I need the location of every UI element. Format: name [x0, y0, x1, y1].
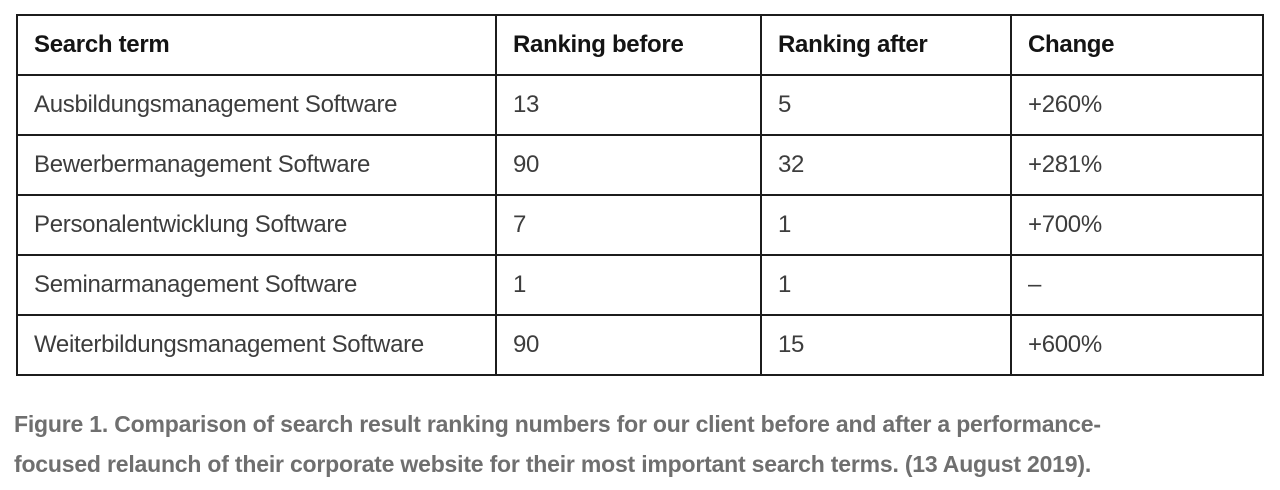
cell-ranking-after: 5: [760, 74, 1012, 136]
table-row: Bewerbermanagement Software 90 32 +281%: [16, 134, 1264, 196]
table-header-row: Search term Ranking before Ranking after…: [16, 14, 1264, 76]
col-header-change: Change: [1010, 14, 1264, 76]
cell-ranking-after: 1: [760, 194, 1012, 256]
figure-caption-line-2: focused relaunch of their corporate webs…: [14, 451, 1092, 477]
cell-change: +600%: [1010, 314, 1264, 376]
cell-search-term: Ausbildungsmanagement Software: [16, 74, 497, 136]
table-row: Seminarmanagement Software 1 1 –: [16, 254, 1264, 316]
cell-ranking-before: 1: [495, 254, 762, 316]
cell-change: +700%: [1010, 194, 1264, 256]
figure-caption-line-1: Figure 1. Comparison of search result ra…: [14, 411, 1101, 437]
figure-caption: Figure 1. Comparison of search result ra…: [14, 404, 1264, 484]
cell-ranking-after: 32: [760, 134, 1012, 196]
cell-ranking-after: 15: [760, 314, 1012, 376]
cell-ranking-before: 13: [495, 74, 762, 136]
cell-search-term: Personalentwicklung Software: [16, 194, 497, 256]
cell-ranking-after: 1: [760, 254, 1012, 316]
cell-ranking-before: 90: [495, 134, 762, 196]
col-header-ranking-before: Ranking before: [495, 14, 762, 76]
cell-search-term: Bewerbermanagement Software: [16, 134, 497, 196]
cell-change: +281%: [1010, 134, 1264, 196]
cell-search-term: Weiterbildungsmanagement Software: [16, 314, 497, 376]
cell-ranking-before: 90: [495, 314, 762, 376]
table-row: Weiterbildungsmanagement Software 90 15 …: [16, 314, 1264, 376]
cell-change: +260%: [1010, 74, 1264, 136]
cell-search-term: Seminarmanagement Software: [16, 254, 497, 316]
figure-container: Search term Ranking before Ranking after…: [16, 14, 1264, 376]
cell-change: –: [1010, 254, 1264, 316]
table-row: Ausbildungsmanagement Software 13 5 +260…: [16, 74, 1264, 136]
table-row: Personalentwicklung Software 7 1 +700%: [16, 194, 1264, 256]
col-header-search-term: Search term: [16, 14, 497, 76]
ranking-comparison-table: Search term Ranking before Ranking after…: [16, 14, 1264, 376]
cell-ranking-before: 7: [495, 194, 762, 256]
col-header-ranking-after: Ranking after: [760, 14, 1012, 76]
